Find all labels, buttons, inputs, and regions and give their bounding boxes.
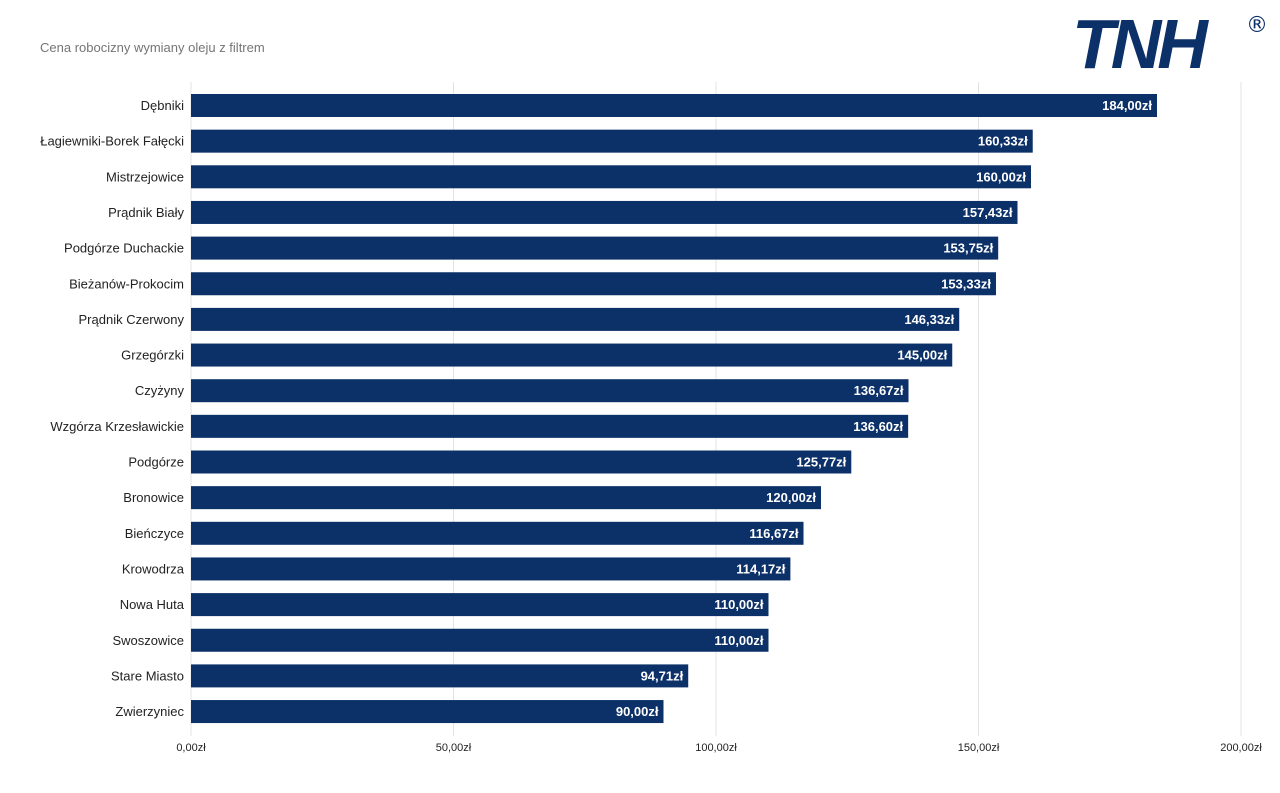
- chart-title: Cena robocizny wymiany oleju z filtrem: [40, 40, 265, 55]
- category-label: Dębniki: [141, 98, 184, 113]
- bar: [191, 236, 999, 260]
- bars: Dębniki 184,00zł Łagiewniki-Borek Fałęcki 1…: [40, 94, 1157, 724]
- category-label: Grzegórzki: [121, 348, 184, 363]
- value-label: 160,33zł: [978, 134, 1028, 149]
- bar: [191, 486, 821, 510]
- bar: [191, 664, 689, 688]
- category-label: Bronowice: [123, 490, 184, 505]
- category-label: Zwierzyniec: [115, 704, 184, 719]
- bar: [191, 450, 852, 474]
- category-label: Prądnik Czerwony: [79, 312, 185, 327]
- category-label: Podgórze Duchackie: [64, 241, 184, 256]
- bar: [191, 129, 1033, 153]
- value-label: 157,43zł: [963, 205, 1013, 220]
- value-label: 136,67zł: [854, 383, 904, 398]
- bar: [191, 165, 1031, 189]
- category-label: Bieńczyce: [125, 526, 184, 541]
- x-axis: 0,00zł 50,00zł 100,00zł 150,00zł 200,00zł: [176, 742, 1262, 754]
- value-label: 120,00zł: [766, 490, 816, 505]
- category-label: Łagiewniki-Borek Fałęcki: [40, 134, 184, 149]
- x-tick-label: 150,00zł: [958, 742, 1000, 754]
- category-label: Stare Miasto: [111, 668, 184, 683]
- x-tick-label: 200,00zł: [1220, 742, 1262, 754]
- value-label: 184,00zł: [1102, 98, 1152, 113]
- x-tick-label: 50,00zł: [436, 742, 472, 754]
- category-label: Wzgórza Krzesławickie: [50, 419, 184, 434]
- value-label: 90,00zł: [616, 704, 659, 719]
- logo-registered-mark: ®: [1246, 13, 1268, 38]
- bar: [191, 343, 953, 367]
- value-label: 136,60zł: [853, 419, 903, 434]
- category-label: Prądnik Biały: [108, 205, 184, 220]
- bar: [191, 307, 960, 331]
- bar: [191, 414, 909, 438]
- category-label: Bieżanów-Prokocim: [69, 276, 184, 291]
- category-label: Krowodrza: [122, 561, 185, 576]
- category-label: Mistrzejowice: [106, 169, 184, 184]
- category-label: Czyżyny: [135, 383, 185, 398]
- value-label: 125,77zł: [796, 455, 846, 470]
- value-label: 146,33zł: [904, 312, 954, 327]
- bar: [191, 557, 791, 581]
- category-label: Podgórze: [128, 455, 184, 470]
- value-label: 110,00zł: [714, 633, 764, 648]
- value-label: 153,75zł: [943, 241, 993, 256]
- value-label: 153,33zł: [941, 276, 991, 291]
- value-label: 160,00zł: [976, 169, 1026, 184]
- bar: [191, 379, 909, 403]
- bar: [191, 94, 1157, 117]
- value-label: 94,71zł: [641, 668, 684, 683]
- bar: [191, 593, 769, 617]
- tnh-logo: TNH ®: [1072, 5, 1268, 76]
- bar: [191, 700, 664, 724]
- value-label: 145,00zł: [897, 348, 947, 363]
- x-tick-label: 0,00zł: [176, 742, 206, 754]
- x-tick-label: 100,00zł: [695, 742, 737, 754]
- bar: [191, 272, 996, 296]
- bar: [191, 628, 769, 652]
- bar: [191, 200, 1018, 224]
- value-label: 110,00zł: [714, 597, 764, 612]
- category-label: Swoszowice: [112, 633, 184, 648]
- logo-text: TNH: [1072, 5, 1209, 76]
- grid-lines: [190, 82, 1242, 736]
- category-label: Nowa Huta: [120, 597, 185, 612]
- bar: [191, 521, 804, 545]
- value-label: 116,67zł: [749, 526, 799, 541]
- value-label: 114,17zł: [736, 561, 786, 576]
